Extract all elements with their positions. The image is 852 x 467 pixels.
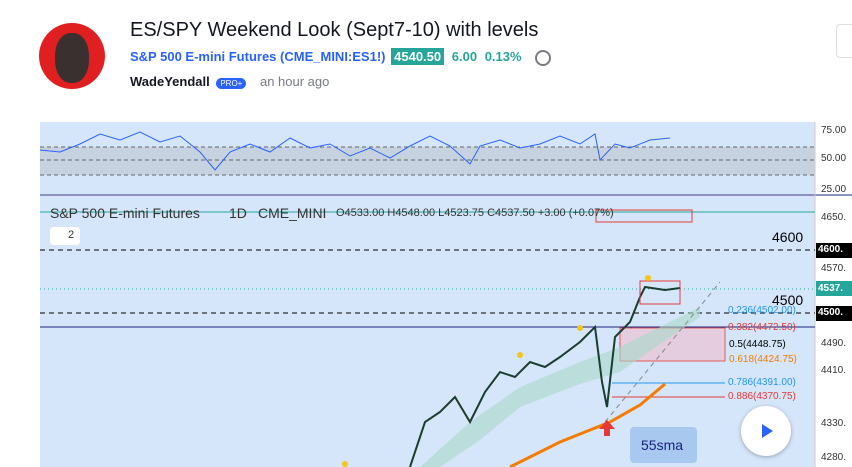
price-tick-label: 4650. xyxy=(821,212,847,223)
collapse-btn[interactable] xyxy=(50,227,80,245)
play-button[interactable] xyxy=(741,406,791,456)
level-label: 4500 xyxy=(772,292,804,308)
price-tick-label: 4280. xyxy=(821,452,847,463)
pro-badge: PRO+ xyxy=(216,78,247,89)
marker xyxy=(645,275,651,281)
symbol-row: S&P 500 E-mini Futures (CME_MINI:ES1!) 4… xyxy=(130,48,552,66)
annotation-text: 55sma xyxy=(641,437,684,453)
tag-4600 xyxy=(816,243,852,258)
time: an hour ago xyxy=(259,74,330,89)
ema-band xyxy=(420,307,700,467)
marker xyxy=(577,325,583,331)
trend-dash xyxy=(604,281,721,423)
idea-title: ES/SPY Weekend Look (Sept7-10) with leve… xyxy=(130,19,539,41)
ohlc-highlight xyxy=(595,209,693,223)
fib-label: 0.236(4502.00) xyxy=(728,305,796,316)
price: 4540.50 xyxy=(391,48,445,65)
avatar[interactable] xyxy=(39,23,105,89)
legend-exchange: CME_MINI xyxy=(258,205,327,221)
rsi-tick-label: 50.00 xyxy=(821,153,847,164)
symbol-name[interactable]: S&P 500 E-mini Futures xyxy=(130,49,277,64)
fib-label: 0.382(4472.50) xyxy=(728,322,796,333)
price-tick-label: 4410. xyxy=(821,365,847,376)
marker xyxy=(342,461,348,467)
symbol-code[interactable]: CME_MINI:ES1! xyxy=(284,49,382,64)
axis-tag: 4537. xyxy=(818,283,844,294)
alert-icon[interactable] xyxy=(535,49,552,66)
annotation-box xyxy=(630,427,697,463)
fib-label: 0.786(4391.00) xyxy=(728,377,796,388)
side-tab[interactable] xyxy=(836,24,852,58)
rsi-band xyxy=(40,147,815,175)
level-label: 4600 xyxy=(772,229,804,245)
collapse-count: 2 xyxy=(68,229,75,241)
axis-tag: 4600. xyxy=(818,244,844,255)
fib-label: 0.618(4424.75) xyxy=(729,354,797,365)
price-path xyxy=(409,285,681,467)
author[interactable]: WadeYendall xyxy=(130,74,210,89)
tag-4500 xyxy=(816,306,852,321)
rsi-tick-label: 75.00 xyxy=(821,125,847,136)
price-tick-label: 4570. xyxy=(821,263,847,274)
chart xyxy=(40,122,852,467)
author-row: WadeYendall PRO+ an hour ago xyxy=(130,74,329,89)
legend-name: S&P 500 E-mini Futures xyxy=(50,205,200,221)
legend-interval: 1D xyxy=(229,205,247,221)
marker xyxy=(517,352,523,358)
fib-label: 0.886(4370.75) xyxy=(728,391,796,402)
change: 6.00 xyxy=(451,49,478,64)
axis-tag: 4500. xyxy=(818,307,844,318)
candle-box xyxy=(639,280,681,305)
price-tick-label: 4330. xyxy=(821,418,847,429)
rsi-tick-label: 25.00 xyxy=(821,184,847,195)
avatar-face xyxy=(55,33,89,83)
red-arrow xyxy=(599,420,615,436)
rsi-line xyxy=(40,131,671,171)
change-pct: 0.13% xyxy=(484,49,522,64)
tag-close xyxy=(816,281,852,296)
sma-55 xyxy=(509,382,666,467)
price-tick-label: 4490. xyxy=(821,338,847,349)
play-icon xyxy=(762,424,773,438)
legend-ohlc: O4533.00 H4548.00 L4523.75 C4537.50 +3.0… xyxy=(336,207,614,219)
fib-label: 0.5(4448.75) xyxy=(729,339,786,350)
